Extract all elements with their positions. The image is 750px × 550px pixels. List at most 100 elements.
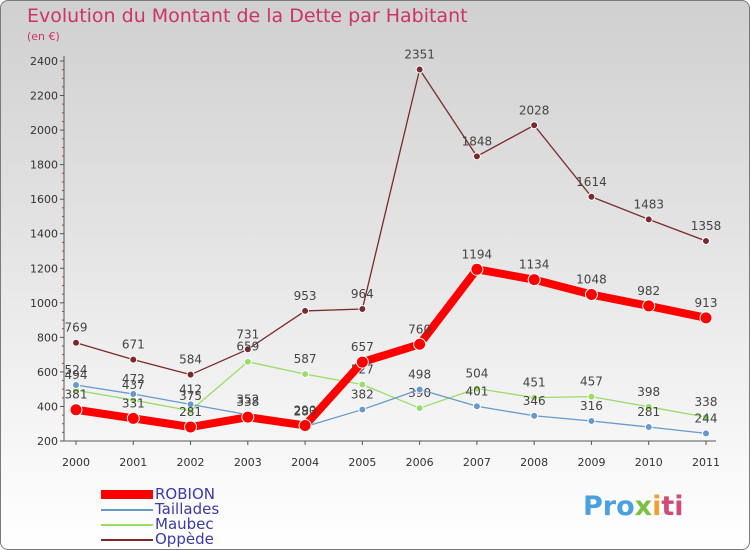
data-label-robion: 1194 <box>462 247 493 261</box>
data-point-robion <box>126 411 140 425</box>
data-label-taillades: 346 <box>523 394 546 408</box>
data-point-maubec <box>587 392 596 401</box>
legend-swatch-oppede <box>101 539 153 541</box>
data-label-robion: 657 <box>351 340 374 354</box>
x-tick-label: 2002 <box>177 456 205 469</box>
data-point-taillades <box>644 423 653 432</box>
data-point-maubec <box>415 404 424 413</box>
data-point-maubec <box>358 380 367 389</box>
data-label-oppde: 953 <box>294 289 317 303</box>
data-point-robion <box>527 273 541 287</box>
data-point-oppde <box>415 65 424 74</box>
legend-label-robion: ROBION <box>155 485 215 503</box>
data-label-taillades: 498 <box>408 368 431 382</box>
data-label-maubec: 375 <box>179 389 202 403</box>
data-label-taillades: 412 <box>179 382 202 396</box>
data-label-oppde: 769 <box>65 321 88 335</box>
x-tick-label: 2001 <box>119 456 147 469</box>
y-tick-label: 600 <box>37 366 58 379</box>
series-oppde: 769 671 584 731 953 964 2351 1848 2028 1614 1483 13… <box>65 47 721 379</box>
data-point-robion <box>355 355 369 369</box>
data-label-taillades: 316 <box>580 399 603 413</box>
data-label-robion: 982 <box>637 284 660 298</box>
data-point-robion <box>184 420 198 434</box>
data-label-robion: 381 <box>65 388 88 402</box>
data-point-oppde <box>358 305 367 314</box>
data-label-oppde: 2028 <box>519 103 550 117</box>
x-tick-label: 2008 <box>520 456 548 469</box>
data-label-oppde: 2351 <box>404 47 435 61</box>
y-tick-label: 1000 <box>30 297 58 310</box>
data-point-oppde <box>72 338 80 347</box>
data-label-oppde: 1614 <box>576 175 607 189</box>
data-point-taillades <box>72 381 80 390</box>
legend-label-oppede: Oppède <box>155 530 214 548</box>
data-label-robion: 1048 <box>576 273 607 287</box>
data-point-oppde <box>243 345 252 354</box>
x-tick-label: 2010 <box>635 456 663 469</box>
data-point-robion <box>470 262 484 276</box>
data-label-oppde: 1848 <box>462 134 493 148</box>
data-point-taillades <box>129 390 138 399</box>
y-tick-label: 1400 <box>30 228 58 241</box>
data-label-robion: 281 <box>179 405 202 419</box>
data-point-maubec <box>472 384 481 393</box>
proxiti-logo: Proxiti <box>583 491 684 522</box>
series-maubec: 494437375659587527390504451457398338 <box>65 340 718 422</box>
legend-swatch-maubec <box>101 524 153 526</box>
data-label-maubec: 504 <box>465 366 488 380</box>
y-tick-label: 1800 <box>30 159 58 172</box>
data-label-oppde: 964 <box>351 287 374 301</box>
y-tick-label: 400 <box>37 400 58 413</box>
data-label-robion: 1134 <box>519 258 550 272</box>
series-line-oppde <box>75 68 707 376</box>
y-tick-label: 1200 <box>30 262 58 275</box>
y-tick-label: 2000 <box>30 124 58 137</box>
data-label-taillades: 524 <box>65 363 88 377</box>
data-point-oppde <box>644 215 653 224</box>
legend-label-maubec: Maubec <box>155 515 214 533</box>
series-line-taillades <box>75 384 707 435</box>
data-point-taillades <box>530 411 539 420</box>
data-label-taillades: 244 <box>695 411 718 425</box>
data-label-oppde: 584 <box>179 353 202 367</box>
data-label-maubec: 338 <box>695 395 718 409</box>
data-point-maubec <box>644 402 653 411</box>
data-point-maubec <box>702 413 710 422</box>
data-label-taillades: 472 <box>122 372 145 386</box>
legend-swatch-robion <box>101 490 153 499</box>
y-tick-label: 800 <box>37 331 58 344</box>
data-point-oppde <box>186 370 195 379</box>
data-label-maubec: 659 <box>236 340 259 354</box>
x-tick-label: 2009 <box>577 456 605 469</box>
data-point-taillades <box>358 405 367 414</box>
data-point-robion <box>298 418 312 432</box>
y-tick-label: 2200 <box>30 90 58 103</box>
data-point-oppde <box>530 121 539 130</box>
data-label-maubec: 494 <box>65 368 88 382</box>
data-label-oppde: 1483 <box>633 197 664 211</box>
data-point-taillades <box>472 402 481 411</box>
data-point-robion <box>584 288 598 302</box>
data-point-robion <box>642 299 656 313</box>
x-tick-label: 2007 <box>463 456 491 469</box>
x-tick-label: 2011 <box>692 456 720 469</box>
data-point-oppde <box>587 192 596 201</box>
data-label-taillades: 382 <box>351 388 374 402</box>
data-label-robion: 913 <box>695 296 718 310</box>
data-label-maubec: 451 <box>523 376 546 390</box>
data-point-taillades <box>186 400 195 409</box>
legend-label-taillades: Taillades <box>155 500 220 518</box>
data-label-oppde: 731 <box>236 327 259 341</box>
x-tick-label: 2005 <box>348 456 376 469</box>
legend-swatch-taillades <box>101 509 153 511</box>
data-label-oppde: 671 <box>122 338 145 352</box>
data-label-maubec: 587 <box>294 352 317 366</box>
data-label-taillades: 401 <box>465 384 488 398</box>
data-label-robion: 290 <box>294 403 317 417</box>
data-label-maubec: 398 <box>637 385 660 399</box>
data-label-robion: 338 <box>236 395 259 409</box>
data-label-maubec: 437 <box>122 378 145 392</box>
x-tick-label: 2004 <box>291 456 319 469</box>
